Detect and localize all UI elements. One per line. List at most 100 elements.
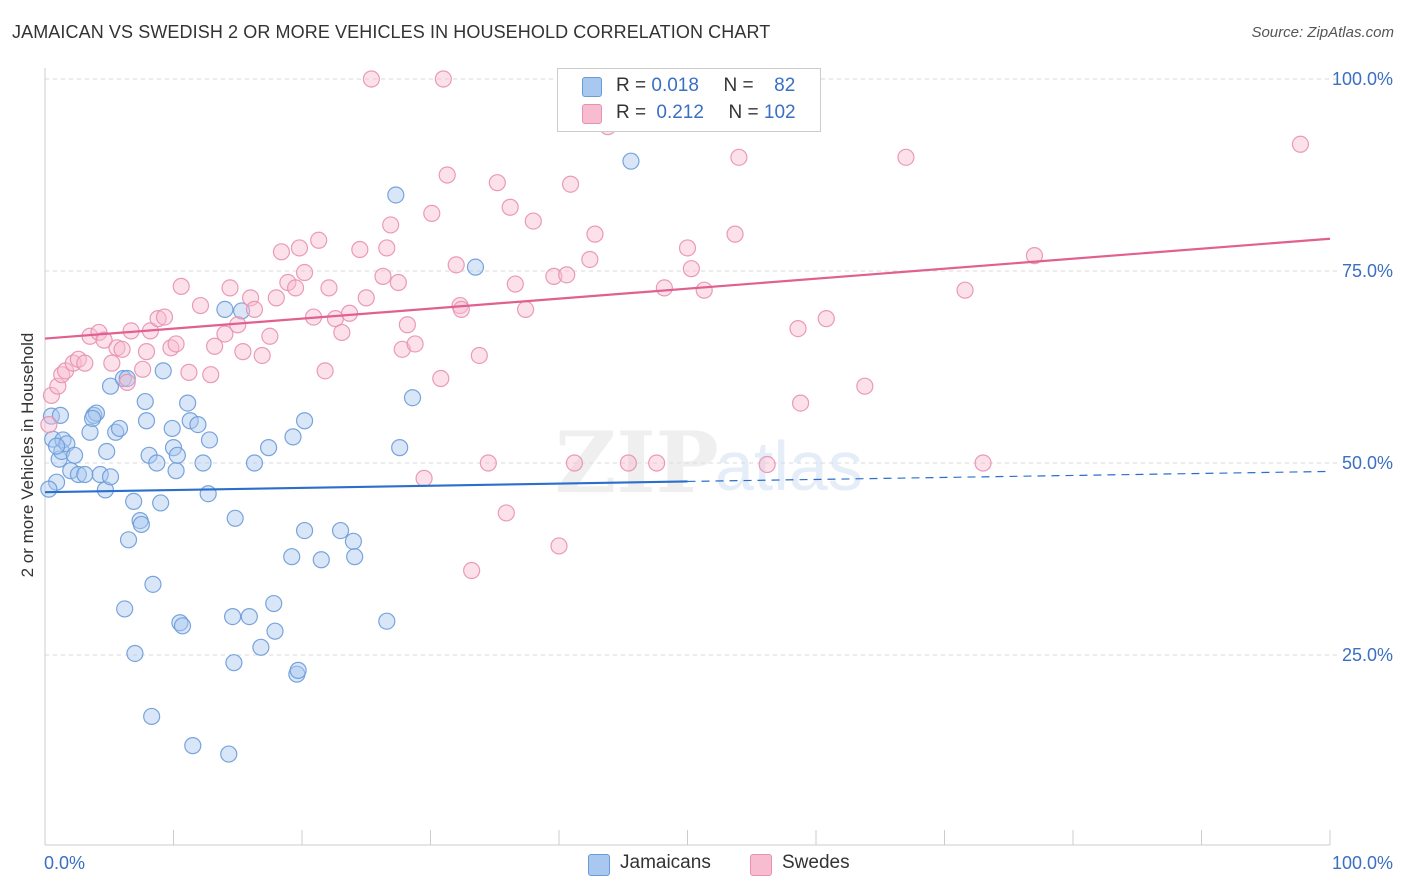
scatter-point bbox=[310, 231, 328, 249]
scatter-point bbox=[253, 346, 271, 365]
scatter-point bbox=[501, 198, 519, 216]
scatter-point bbox=[290, 239, 309, 257]
scatter-point bbox=[389, 273, 407, 292]
scatter-point bbox=[586, 225, 604, 243]
x-tick-label: 0.0% bbox=[44, 853, 85, 873]
scatter-point bbox=[351, 240, 369, 259]
scatter-point bbox=[312, 551, 330, 569]
tick-labels: 25.0% 50.0% 75.0% 100.0% 0.0% 100.0% bbox=[44, 69, 1393, 873]
legend-r-label: R = bbox=[616, 75, 647, 96]
scatter-point bbox=[155, 308, 174, 326]
scatter-point bbox=[216, 325, 234, 343]
scatter-point bbox=[488, 174, 506, 192]
trend-line-jamaicans-extrapolated bbox=[687, 470, 1331, 483]
scatter-point bbox=[558, 266, 576, 284]
scatter-point bbox=[259, 439, 278, 457]
scatter-point bbox=[289, 661, 307, 679]
scatter-point bbox=[561, 175, 580, 193]
scatter-point bbox=[340, 304, 359, 322]
scatter-point bbox=[622, 152, 640, 170]
scatter-point bbox=[265, 594, 283, 613]
scatter-point bbox=[42, 386, 61, 405]
scatter-point bbox=[331, 521, 350, 540]
scatter-point bbox=[856, 377, 874, 395]
scatter-point bbox=[374, 267, 392, 285]
scatter-point bbox=[118, 373, 136, 391]
scatter-point bbox=[434, 70, 452, 88]
scatter-point bbox=[382, 216, 400, 234]
scatter-point bbox=[137, 343, 156, 361]
scatter-point bbox=[378, 612, 396, 630]
gridlines bbox=[45, 78, 1338, 656]
scatter-point bbox=[125, 492, 143, 510]
scatter-point bbox=[284, 428, 302, 446]
scatter-point bbox=[466, 258, 485, 276]
scatter-point bbox=[225, 654, 243, 672]
scatter-point bbox=[110, 419, 129, 438]
scatter-point bbox=[403, 389, 422, 407]
legend-swatch-swedes bbox=[582, 104, 602, 124]
scatter-point bbox=[149, 310, 167, 328]
scatter-point bbox=[103, 354, 121, 372]
scatter-point bbox=[272, 243, 291, 261]
legend-r-value: 0.018 bbox=[651, 75, 699, 96]
scatter-point bbox=[391, 439, 409, 457]
scatter-point bbox=[148, 454, 166, 472]
scatter-point bbox=[516, 300, 535, 318]
scatter-point bbox=[119, 531, 138, 549]
scatter-point bbox=[91, 465, 109, 484]
legend-n-value: 82 bbox=[774, 75, 796, 96]
scatter-point bbox=[817, 310, 835, 328]
scatter-point bbox=[40, 416, 58, 434]
scatter-point bbox=[245, 300, 264, 318]
scatter-point bbox=[240, 607, 258, 626]
scatter-point bbox=[252, 638, 270, 656]
bottom-legend-swatch-swedes bbox=[750, 854, 772, 876]
source-label: Source: ZipAtlas.com bbox=[1251, 24, 1394, 41]
correlation-legend: R = 0.018 N = 82 R = 0.212 N = 102 bbox=[557, 68, 821, 132]
legend-n-label: N = bbox=[723, 75, 754, 96]
scatter-point bbox=[695, 281, 713, 299]
trend-lines bbox=[44, 237, 1331, 494]
scatter-point bbox=[956, 281, 974, 299]
scatter-point bbox=[202, 366, 220, 384]
scatter-point bbox=[655, 279, 673, 297]
scatter-point bbox=[333, 323, 351, 342]
scatter-point bbox=[497, 504, 515, 522]
scatter-point bbox=[346, 548, 364, 566]
scatter-point bbox=[387, 186, 405, 204]
scatter-point bbox=[172, 277, 190, 295]
scatter-point bbox=[76, 465, 94, 484]
scatter-point bbox=[320, 279, 338, 297]
scatter-point bbox=[116, 600, 134, 618]
legend-r-value: 0.212 bbox=[656, 102, 704, 123]
scatter-point bbox=[47, 437, 66, 455]
scatter-point bbox=[791, 394, 810, 412]
scatter-point bbox=[200, 431, 219, 449]
scatter-point bbox=[81, 423, 99, 441]
legend-r-label: R = bbox=[616, 102, 647, 123]
scatter-point bbox=[295, 412, 314, 430]
scatter-point bbox=[199, 485, 217, 503]
scatter-point bbox=[423, 204, 441, 222]
scatter-point bbox=[789, 320, 807, 338]
scatter-point bbox=[730, 148, 748, 166]
scatter-point bbox=[452, 300, 470, 318]
scatter-point bbox=[316, 362, 334, 380]
scatter-point bbox=[167, 462, 185, 480]
scatter-point bbox=[168, 446, 186, 464]
scatter-point bbox=[648, 454, 666, 472]
scatter-point bbox=[682, 260, 700, 278]
y-tick-label: 75.0% bbox=[1342, 261, 1393, 281]
scatter-point bbox=[283, 548, 301, 566]
scatter-point bbox=[132, 515, 150, 534]
scatter-point bbox=[234, 343, 252, 361]
trend-line-swedes bbox=[44, 237, 1331, 340]
scatter-point bbox=[233, 302, 251, 320]
scatter-point bbox=[245, 454, 264, 472]
scatter-point bbox=[357, 289, 375, 307]
scatter-point bbox=[143, 707, 161, 726]
watermark: ZIP atlas bbox=[555, 413, 863, 512]
scatter-point bbox=[69, 465, 88, 484]
scatter-point bbox=[51, 406, 70, 424]
